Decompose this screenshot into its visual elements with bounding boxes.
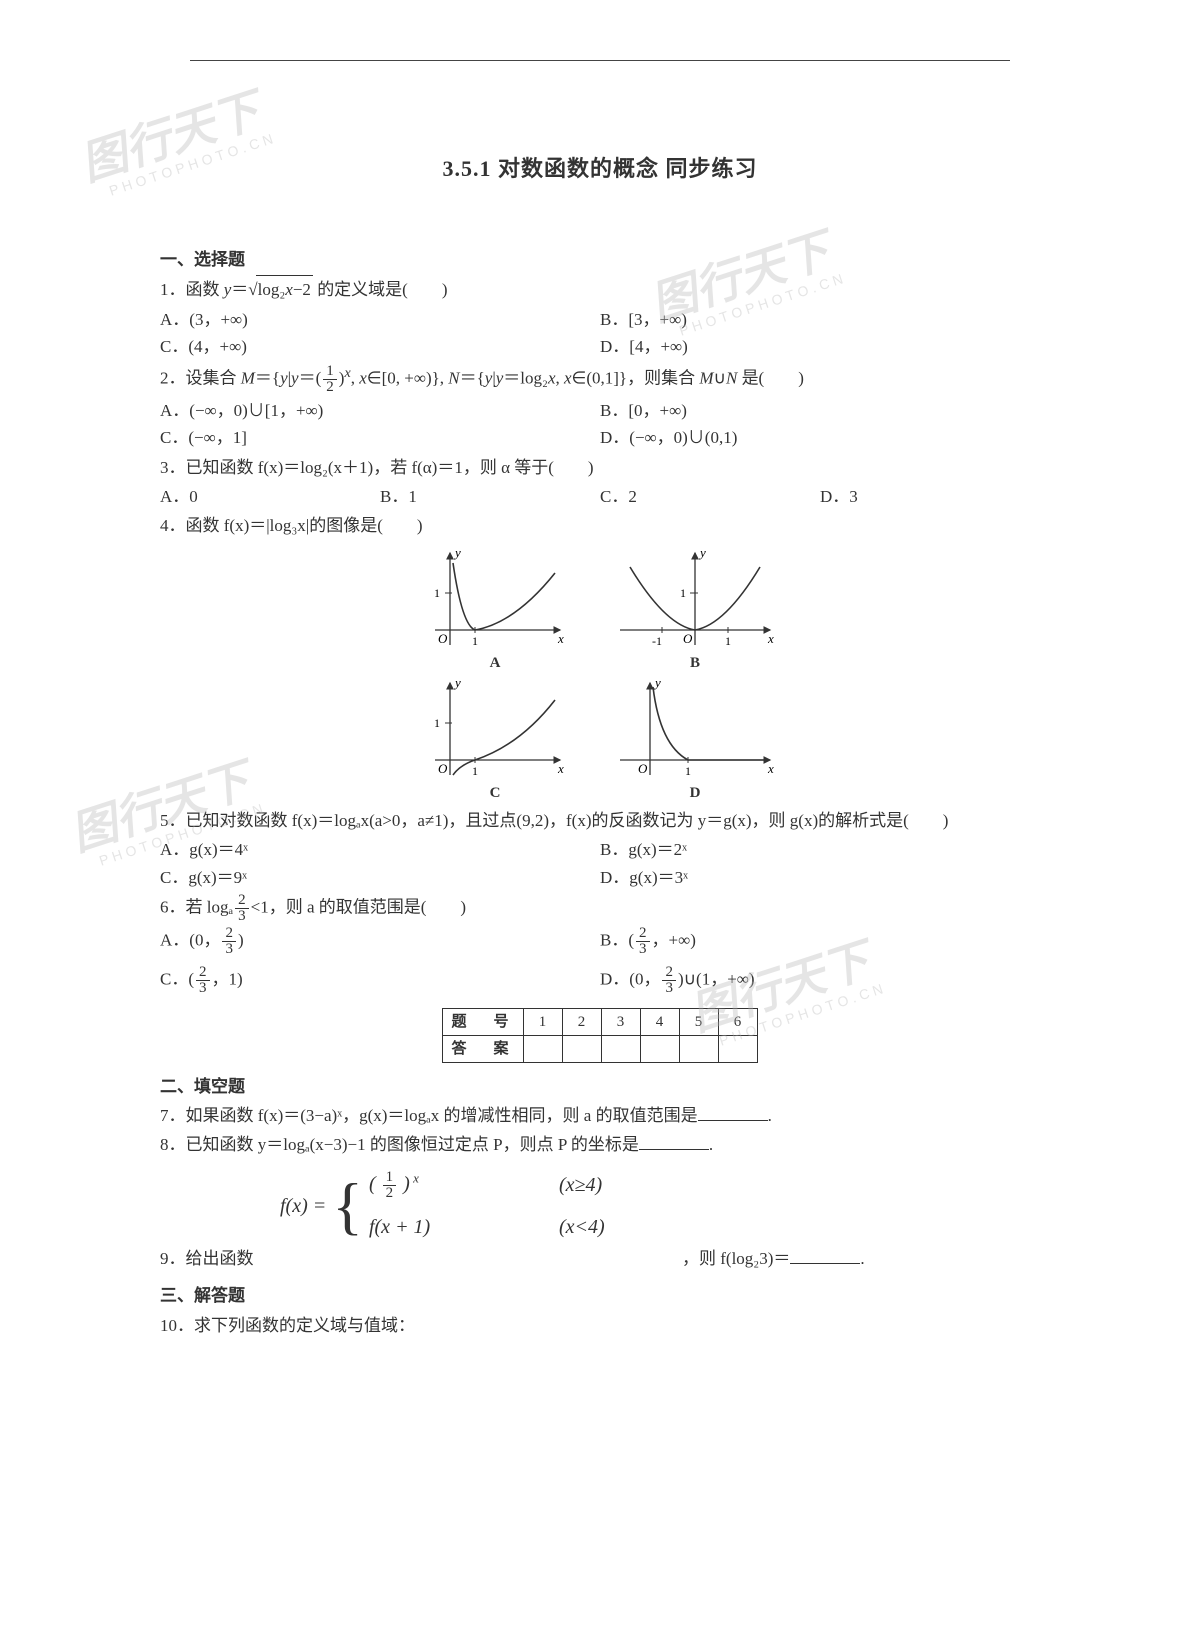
q6-opt-a: A．(0，23) xyxy=(160,926,600,957)
svg-text:1: 1 xyxy=(472,634,478,648)
col-num: 5 xyxy=(679,1008,718,1035)
q6-opt-b: B．(23，+∞) xyxy=(600,926,1040,957)
question-2: 2．设集合 M＝{y|y＝(12)x, x∈[0, +∞)}, N＝{y|y＝l… xyxy=(160,362,1040,395)
question-8: 8．已知函数 y＝logₐ(x−3)−1 的图像恒过定点 P，则点 P 的坐标是… xyxy=(160,1131,1040,1158)
pw-cond-1: (x≥4) xyxy=(559,1169,602,1201)
svg-text:O: O xyxy=(683,631,693,646)
section-3-heading: 三、解答题 xyxy=(160,1282,1040,1309)
answer-cell[interactable] xyxy=(679,1035,718,1062)
svg-text:1: 1 xyxy=(680,586,686,600)
table-row: 题 号 1 2 3 4 5 6 xyxy=(443,1008,757,1035)
graph-c: x y O 1 1 C xyxy=(420,675,570,805)
svg-text:x: x xyxy=(557,761,564,776)
question-10: 10．求下列函数的定义域与值域： xyxy=(160,1312,1040,1339)
q3-opt-a: A．0 xyxy=(160,483,380,510)
q1-opt-a: A．(3，+∞) xyxy=(160,306,600,333)
q5-options: A．g(x)＝4ˣ B．g(x)＝2ˣ C．g(x)＝9ˣ D．g(x)＝3ˣ xyxy=(160,836,1040,890)
page-title: 3.5.1 对数函数的概念 同步练习 xyxy=(160,151,1040,186)
graph-d: x y O 1 D xyxy=(610,675,780,805)
col-num: 4 xyxy=(640,1008,679,1035)
graph-b: x y O 1 1 -1 B xyxy=(610,545,780,675)
q6-opt-d: D．(0，23)∪(1，+∞) xyxy=(600,965,1040,996)
question-3: 3．已知函数 f(x)＝log₂(x＋1)，若 f(α)＝1，则 α 等于( ) xyxy=(160,454,1040,481)
q2-opt-b: B．[0，+∞) xyxy=(600,397,1040,424)
q2-opt-c: C．(−∞，1] xyxy=(160,424,600,451)
answer-cell[interactable] xyxy=(718,1035,757,1062)
svg-text:y: y xyxy=(698,545,706,560)
row-label: 题 号 xyxy=(443,1008,523,1035)
question-5: 5．已知对数函数 f(x)＝logₐx(a>0，a≠1)，且过点(9,2)，f(… xyxy=(160,807,1040,834)
svg-text:O: O xyxy=(438,761,448,776)
question-4: 4．函数 f(x)＝|log₃x|的图像是( ) xyxy=(160,512,1040,539)
question-1: 1．函数 y＝√log₂x−2 的定义域是( ) xyxy=(160,275,1040,303)
svg-text:-1: -1 xyxy=(652,634,662,648)
col-num: 3 xyxy=(601,1008,640,1035)
col-num: 6 xyxy=(718,1008,757,1035)
col-num: 2 xyxy=(562,1008,601,1035)
answer-table: 题 号 1 2 3 4 5 6 答 案 xyxy=(442,1008,757,1063)
answer-cell[interactable] xyxy=(601,1035,640,1062)
question-7: 7．如果函数 f(x)＝(3−a)ˣ，g(x)＝logₐx 的增减性相同，则 a… xyxy=(160,1102,1040,1129)
piecewise-lhs: f(x) = xyxy=(280,1190,326,1222)
blank-input[interactable] xyxy=(790,1246,860,1264)
pw-cond-2: (x<4) xyxy=(559,1211,605,1243)
q1-options: A．(3，+∞) B．[3，+∞) C．(4，+∞) D．[4，+∞) xyxy=(160,306,1040,360)
q3-options: A．0 B．1 C．2 D．3 xyxy=(160,483,1040,510)
q3-opt-b: B．1 xyxy=(380,483,600,510)
q3-opt-d: D．3 xyxy=(820,483,1040,510)
svg-text:O: O xyxy=(638,761,648,776)
brace-icon: { xyxy=(332,1180,363,1231)
q2-opt-a: A．(−∞，0)∪[1，+∞) xyxy=(160,397,600,424)
svg-text:1: 1 xyxy=(434,716,440,730)
svg-text:x: x xyxy=(557,631,564,646)
svg-text:y: y xyxy=(653,675,661,690)
answer-cell[interactable] xyxy=(640,1035,679,1062)
q5-opt-b: B．g(x)＝2ˣ xyxy=(600,836,1040,863)
worksheet-page: 图行天下 PHOTOPHOTO.CN 图行天下 PHOTOPHOTO.CN 图行… xyxy=(0,0,1200,1649)
section-1-heading: 一、选择题 xyxy=(160,246,1040,273)
q3-opt-c: C．2 xyxy=(600,483,820,510)
top-rule xyxy=(190,60,1010,61)
col-num: 1 xyxy=(523,1008,562,1035)
q1-text-pre: 1．函数 xyxy=(160,280,224,299)
blank-input[interactable] xyxy=(698,1103,768,1121)
svg-text:1: 1 xyxy=(725,634,731,648)
svg-text:1: 1 xyxy=(685,764,691,778)
q5-opt-a: A．g(x)＝4ˣ xyxy=(160,836,600,863)
q1-opt-d: D．[4，+∞) xyxy=(600,333,1040,360)
blank-input[interactable] xyxy=(639,1132,709,1150)
q6-opt-c: C．(23，1) xyxy=(160,965,600,996)
q5-opt-d: D．g(x)＝3ˣ xyxy=(600,864,1040,891)
q2-options: A．(−∞，0)∪[1，+∞) B．[0，+∞) C．(−∞，1] D．(−∞，… xyxy=(160,397,1040,451)
q1-opt-b: B．[3，+∞) xyxy=(600,306,1040,333)
svg-text:1: 1 xyxy=(472,764,478,778)
piecewise-function: f(x) = { ( 12 ) x (x≥4) f(x + 1) (x<4) xyxy=(280,1168,1040,1243)
svg-text:1: 1 xyxy=(434,586,440,600)
q1-text-post: 的定义域是( ) xyxy=(313,280,448,299)
answer-cell[interactable] xyxy=(562,1035,601,1062)
section-2-heading: 二、填空题 xyxy=(160,1073,1040,1100)
question-9: 9．给出函数 ，则 f(log₂3)＝. xyxy=(160,1245,1040,1272)
answer-cell[interactable] xyxy=(523,1035,562,1062)
graph-a: x y O 1 1 A xyxy=(420,545,570,675)
svg-text:O: O xyxy=(438,631,448,646)
table-row: 答 案 xyxy=(443,1035,757,1062)
svg-text:x: x xyxy=(767,631,774,646)
q1-opt-c: C．(4，+∞) xyxy=(160,333,600,360)
q6-options: A．(0，23) B．(23，+∞) C．(23，1) D．(0，23)∪(1，… xyxy=(160,926,1040,996)
svg-text:y: y xyxy=(453,675,461,690)
pw-expr-2: f(x + 1) xyxy=(369,1211,519,1243)
question-6: 6．若 logₐ23<1，则 a 的取值范围是( ) xyxy=(160,893,1040,924)
svg-text:x: x xyxy=(767,761,774,776)
q4-graphs: x y O 1 1 A x y O 1 1 -1 xyxy=(160,545,1040,805)
q2-opt-d: D．(−∞，0)∪(0,1) xyxy=(600,424,1040,451)
q5-opt-c: C．g(x)＝9ˣ xyxy=(160,864,600,891)
svg-text:y: y xyxy=(453,545,461,560)
row-label: 答 案 xyxy=(443,1035,523,1062)
